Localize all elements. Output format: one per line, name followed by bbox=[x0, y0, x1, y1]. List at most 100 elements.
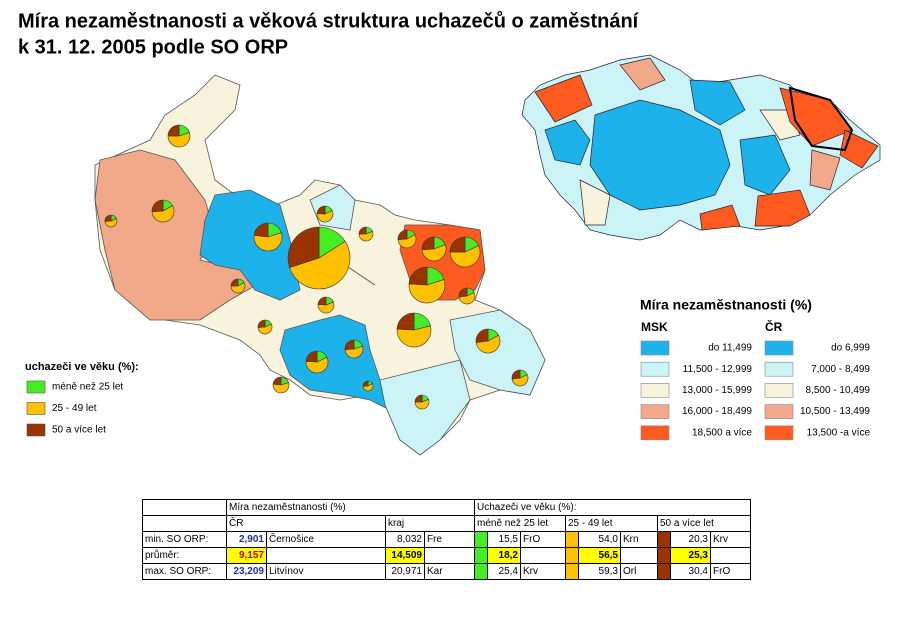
value-cell: 20,3 bbox=[670, 531, 711, 548]
pie-layer bbox=[104, 124, 529, 410]
row-label: max. SO ORP: bbox=[142, 563, 227, 580]
value-cell: 56,5 bbox=[578, 547, 621, 564]
district-group bbox=[579, 179, 611, 226]
orp-cell: Fre bbox=[424, 531, 475, 548]
header-cell: ČR bbox=[226, 515, 386, 532]
title-line: k 31. 12. 2005 podle SO ORP bbox=[18, 36, 288, 58]
legend-column-header: MSK bbox=[641, 320, 668, 334]
legend-column-header: ČR bbox=[765, 319, 783, 334]
orp-cell bbox=[620, 547, 658, 564]
orp-cell: Černošice bbox=[266, 531, 386, 548]
legend-swatch bbox=[764, 340, 794, 356]
legend-label: do 11,499 bbox=[708, 343, 752, 354]
legend-swatch bbox=[764, 404, 794, 419]
orp-cell: Krv bbox=[520, 563, 566, 580]
value-cell: 20,971 bbox=[385, 563, 425, 580]
pie-slice bbox=[289, 240, 351, 290]
pie-slice bbox=[344, 345, 364, 359]
pie-slice bbox=[151, 205, 175, 223]
district-group bbox=[754, 189, 811, 227]
district-group bbox=[619, 57, 666, 91]
pie-slice bbox=[396, 325, 432, 348]
orp-cell: Krv bbox=[710, 531, 751, 548]
pie-slice bbox=[167, 124, 180, 137]
pie-slice bbox=[397, 234, 417, 249]
row-label: průměr: bbox=[142, 547, 227, 564]
color-swatch bbox=[565, 531, 579, 548]
pie-slice bbox=[449, 245, 481, 268]
pie-slice bbox=[458, 292, 476, 305]
pie-slice bbox=[257, 319, 266, 328]
table-row: ČR kraj méně než 25 let 25 - 49 let 50 a víc… bbox=[142, 515, 751, 532]
color-swatch bbox=[474, 547, 488, 564]
pie-slice bbox=[414, 394, 423, 403]
legend-label: 10,500 - 13,499 bbox=[800, 406, 870, 417]
pie-slice bbox=[104, 214, 112, 222]
legend-swatch bbox=[640, 425, 670, 441]
district-group bbox=[544, 119, 591, 166]
legend-swatch bbox=[640, 383, 670, 398]
orp-cell bbox=[520, 547, 566, 564]
pie-slice bbox=[475, 334, 501, 354]
pie-slice bbox=[362, 383, 374, 392]
pie-slice bbox=[421, 244, 447, 262]
rate-legend-title: Míra nezaměstnanosti (%) bbox=[640, 297, 812, 313]
legend-label: 7,000 - 8,499 bbox=[811, 364, 870, 375]
pie-slice bbox=[253, 232, 283, 252]
header-cell: kraj bbox=[385, 515, 475, 532]
value-cell: 59,3 bbox=[578, 563, 621, 580]
pie-slice bbox=[253, 222, 269, 238]
value-cell: 25,3 bbox=[670, 547, 711, 564]
empty-cell bbox=[142, 515, 227, 532]
legend-swatch bbox=[26, 402, 46, 415]
value-cell: 30,4 bbox=[670, 563, 711, 580]
legend-swatch bbox=[764, 361, 794, 377]
legend-swatch bbox=[26, 380, 46, 394]
value-cell: 25,4 bbox=[487, 563, 521, 580]
header-cell: 50 a více let bbox=[657, 515, 751, 532]
value-cell: 18,2 bbox=[487, 547, 521, 564]
orp-cell: FrO bbox=[520, 531, 566, 548]
orp-cell: Orl bbox=[620, 563, 658, 580]
value-cell: 15,5 bbox=[487, 531, 521, 548]
legends: uchazeči ve věku (%): Míra nezaměstnanos… bbox=[25, 297, 871, 441]
orp-cell: Litvínov bbox=[266, 563, 386, 580]
table-row: min. SO ORP: 2,901 Černošice 8,032 Fre 15,5 Fr… bbox=[142, 531, 751, 548]
value-cell: 9,157 bbox=[226, 547, 267, 564]
legend-label: 18,500 a více bbox=[692, 427, 752, 438]
header-cell: méně než 25 let bbox=[474, 515, 566, 532]
pie-slice bbox=[458, 287, 468, 298]
pie-slice bbox=[358, 231, 374, 242]
value-cell: 23,209 bbox=[226, 563, 267, 580]
color-swatch bbox=[565, 547, 579, 564]
header-cell: Míra nezaměstnanosti (%) bbox=[226, 499, 475, 516]
district-group bbox=[534, 74, 593, 123]
color-swatch bbox=[657, 563, 671, 580]
value-cell: 54,0 bbox=[578, 531, 621, 548]
pie-slice bbox=[362, 380, 369, 387]
district-group bbox=[589, 99, 731, 211]
pie-slice bbox=[408, 266, 428, 286]
pie-slice bbox=[397, 229, 408, 240]
leader-line bbox=[344, 264, 376, 286]
pie-slice bbox=[414, 399, 430, 410]
pie-slice bbox=[305, 356, 329, 374]
value-cell: 2,901 bbox=[226, 531, 267, 548]
summary-table: Míra nezaměstnanosti (%) Uchazeči ve věku… bbox=[142, 499, 751, 580]
legend-label: méně než 25 let bbox=[52, 382, 123, 393]
age-legend-title: uchazeči ve věku (%): bbox=[25, 361, 139, 373]
legend-label: 50 a více let bbox=[52, 425, 106, 436]
color-swatch bbox=[657, 531, 671, 548]
pie-slice bbox=[230, 278, 239, 287]
legend-label: 8,500 - 10,499 bbox=[806, 385, 871, 396]
pie-slice bbox=[272, 382, 290, 394]
value-cell: 8,032 bbox=[385, 531, 425, 548]
orp-cell bbox=[710, 547, 751, 564]
pie-slice bbox=[511, 374, 529, 387]
empty-cell bbox=[142, 499, 227, 516]
pie-slice bbox=[287, 226, 320, 268]
table-row: Míra nezaměstnanosti (%) Uchazeči ve věku… bbox=[142, 499, 751, 516]
legend-swatch bbox=[640, 340, 670, 356]
pie-slice bbox=[421, 236, 435, 251]
row-label: min. SO ORP: bbox=[142, 531, 227, 548]
